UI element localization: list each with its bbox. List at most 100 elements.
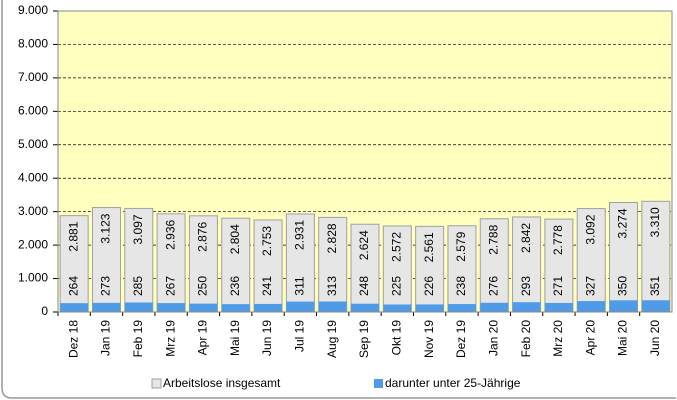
bar	[286, 301, 315, 312]
value-label: 3.310	[648, 207, 662, 237]
y-tick-label: 2.000	[18, 237, 48, 251]
legend-label: Arbeitslose insgesamt	[163, 376, 281, 390]
value-label: 3.123	[99, 213, 113, 243]
value-label: 248	[357, 276, 371, 296]
bar	[415, 304, 444, 312]
x-tick-label: Jan 19	[99, 320, 113, 356]
value-label: 351	[648, 276, 662, 296]
bar	[92, 302, 121, 312]
bar	[577, 301, 606, 312]
x-tick-label: Jan 20	[486, 320, 500, 356]
value-label: 2.931	[293, 220, 307, 250]
bar	[253, 219, 283, 313]
legend-label: darunter unter 25-Jährige	[385, 376, 521, 390]
bar	[351, 303, 379, 312]
x-tick-label: Sep 19	[357, 320, 371, 358]
value-label: 2.804	[228, 224, 242, 254]
value-label: 3.274	[616, 208, 630, 238]
value-label: 311	[293, 276, 307, 295]
x-tick-label: Jul 19	[293, 320, 307, 352]
value-label: 2.881	[66, 221, 80, 251]
x-tick-label: Mai 20	[616, 320, 630, 356]
bar	[383, 304, 412, 312]
value-label: 236	[228, 276, 242, 296]
x-tick-label: Apr 20	[583, 320, 597, 356]
value-label: 2.624	[357, 230, 371, 260]
x-tick-label: Feb 20	[519, 320, 533, 358]
value-label: 241	[260, 276, 274, 296]
value-label: 350	[616, 276, 630, 296]
y-tick-label: 0	[41, 304, 48, 318]
bar	[641, 300, 670, 312]
value-label: 2.753	[260, 226, 274, 256]
bar	[415, 225, 445, 313]
value-label: 313	[325, 276, 339, 296]
bar	[382, 225, 412, 313]
value-label: 2.579	[454, 231, 468, 261]
x-tick-label: Mai 19	[228, 320, 242, 356]
value-label: 2.561	[422, 232, 436, 262]
value-label: 2.788	[486, 224, 500, 254]
value-label: 285	[131, 276, 145, 296]
bar	[124, 302, 153, 312]
x-tick-label: Dez 19	[454, 320, 468, 358]
bar	[254, 303, 283, 312]
bar	[641, 200, 671, 313]
x-tick-label: Dez 18	[66, 320, 80, 358]
bar	[318, 301, 347, 312]
bar	[221, 217, 251, 313]
value-label: 264	[66, 276, 80, 296]
bar	[188, 215, 218, 313]
y-tick-label: 6.000	[18, 104, 48, 118]
x-tick-label: Jun 20	[648, 320, 662, 356]
bar	[157, 303, 186, 312]
value-label: 2.876	[196, 221, 210, 251]
y-tick-label: 7.000	[18, 70, 48, 84]
bar	[512, 302, 541, 312]
value-label: 250	[196, 276, 210, 296]
x-tick-label: Okt 19	[389, 320, 403, 356]
legend-swatch	[151, 378, 162, 389]
bar	[124, 207, 154, 313]
x-tick-label: Feb 19	[131, 320, 145, 358]
value-label: 2.936	[163, 219, 177, 249]
bar	[350, 223, 380, 313]
bar	[221, 304, 250, 312]
y-tick-label: 1.000	[18, 271, 48, 285]
y-tick-label: 4.000	[18, 170, 48, 184]
bar	[189, 303, 218, 312]
x-tick-label: Jun 19	[260, 320, 274, 356]
value-label: 276	[486, 276, 500, 296]
y-tick-label: 3.000	[18, 204, 48, 218]
plot-border	[57, 10, 673, 313]
value-label: 2.572	[389, 232, 403, 262]
value-label: 271	[551, 276, 565, 296]
value-label: 273	[99, 276, 113, 296]
x-tick-label: Mrz 20	[551, 320, 565, 357]
value-label: 2.842	[519, 223, 533, 253]
x-tick-label: Aug 19	[325, 320, 339, 358]
value-label: 3.097	[131, 214, 145, 244]
bar	[91, 207, 121, 313]
x-tick-label: Nov 19	[422, 320, 436, 358]
bar	[156, 213, 186, 313]
bar	[544, 218, 574, 313]
bar	[480, 302, 509, 312]
value-label: 238	[454, 276, 468, 296]
value-label: 3.092	[583, 214, 597, 244]
value-label: 327	[583, 276, 597, 296]
y-tick-label: 9.000	[18, 3, 48, 17]
bar	[544, 302, 573, 312]
bar	[609, 202, 639, 313]
value-label: 225	[389, 276, 403, 296]
y-tick-label: 5.000	[18, 137, 48, 151]
value-label: 293	[519, 276, 533, 296]
bar	[447, 304, 476, 312]
y-tick-label: 8.000	[18, 37, 48, 51]
legend-swatch	[374, 379, 383, 388]
x-tick-label: Mrz 19	[163, 320, 177, 357]
bar	[609, 300, 638, 312]
value-label: 2.828	[325, 223, 339, 253]
